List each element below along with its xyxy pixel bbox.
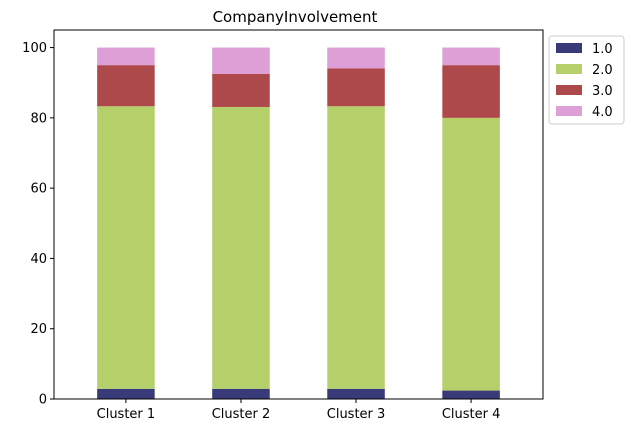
bar-segment-cluster-1-series-3 [97,47,155,66]
legend-swatch [556,106,582,116]
legend-label: 3.0 [592,84,613,99]
axes-layer: 0 20 40 60 80 100 Cluster 1 Cluster 2 Cluster 3 C… [22,29,544,422]
bar-segment-cluster-3-series-3 [327,47,385,69]
bar-segment-cluster-4-series-3 [442,47,500,66]
bar-segment-cluster-4-series-2 [442,65,500,118]
bar-segment-cluster-4-series-0 [442,390,500,399]
legend-swatch [556,85,582,95]
bars-layer [97,47,500,399]
bar-segment-cluster-3-series-1 [327,106,385,389]
legend-label: 4.0 [592,105,613,120]
bar-segment-cluster-1-series-0 [97,388,155,399]
legend-swatch [556,64,582,74]
bar-segment-cluster-2-series-2 [212,73,270,107]
y-tick-label: 60 [30,182,47,197]
x-tick-label: Cluster 3 [327,407,386,422]
bar-segment-cluster-3-series-0 [327,388,385,399]
y-tick-label: 20 [30,322,47,337]
x-tick-label: Cluster 4 [442,407,501,422]
bar-segment-cluster-2-series-3 [212,47,270,74]
chart-title: CompanyInvolvement [213,8,378,26]
legend-swatch [556,43,582,53]
x-tick-label: Cluster 2 [212,407,271,422]
y-tick-label: 100 [22,41,47,56]
bar-segment-cluster-2-series-0 [212,388,270,399]
bar-segment-cluster-3-series-2 [327,68,385,107]
y-tick-label: 0 [39,393,47,408]
bar-segment-cluster-2-series-1 [212,106,270,389]
x-tick-label: Cluster 1 [97,407,156,422]
plot-frame [53,29,544,400]
bar-segment-cluster-4-series-1 [442,117,500,391]
legend: 1.0 2.0 3.0 4.0 [548,35,625,125]
legend-label: 1.0 [592,42,613,57]
y-tick-label: 80 [30,111,47,126]
y-tick-label: 40 [30,252,47,267]
bar-segment-cluster-1-series-1 [97,106,155,389]
legend-frame [548,35,625,125]
legend-label: 2.0 [592,63,613,78]
bar-segment-cluster-1-series-2 [97,65,155,107]
